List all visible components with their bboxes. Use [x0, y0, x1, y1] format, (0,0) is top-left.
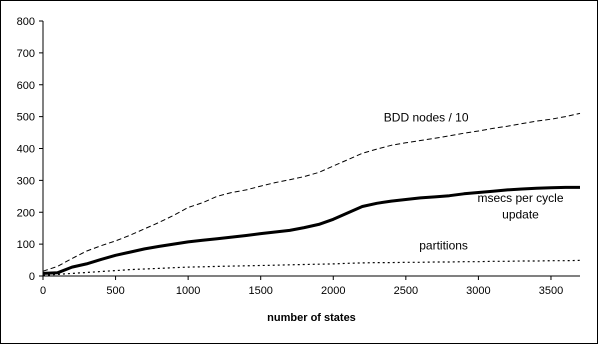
annotation-partitions: partitions	[419, 239, 468, 253]
series-layer	[42, 112, 581, 276]
y-tick-label: 600	[17, 80, 35, 92]
x-tick-label: 2500	[394, 285, 418, 297]
x-tick-label: 1500	[248, 285, 272, 297]
x-tick-label: 3000	[466, 285, 490, 297]
x-tick-label: 0	[40, 285, 46, 297]
series-line-2	[42, 259, 581, 276]
x-tick-label: 3500	[539, 285, 563, 297]
x-axis-label: number of states	[267, 312, 356, 324]
annotation-update: update	[502, 207, 539, 221]
series-line-1	[42, 185, 580, 275]
y-ticks: 0 100 200 300 400 500 600 700 800	[17, 16, 43, 283]
annotation-bdd-nodes: BDD nodes / 10	[384, 110, 469, 124]
x-tick-label: 2000	[321, 285, 345, 297]
annotations: BDD nodes / 10 msecs per cycle update pa…	[384, 110, 564, 252]
y-tick-label: 0	[29, 271, 35, 283]
y-tick-label: 500	[17, 112, 35, 124]
y-tick-label: 400	[17, 144, 35, 156]
y-tick-label: 200	[17, 207, 35, 219]
y-tick-label: 800	[17, 16, 35, 28]
series-line-0	[42, 112, 581, 272]
axes	[42, 21, 580, 277]
x-tick-label: 500	[106, 285, 124, 297]
x-tick-label: 1000	[176, 285, 200, 297]
x-ticks: 0 500 1000 1500 2000 2500 3000 3500	[40, 276, 563, 297]
annotation-msecs-per-cycle: msecs per cycle	[477, 191, 563, 205]
y-tick-label: 300	[17, 175, 35, 187]
y-tick-label: 100	[17, 239, 35, 251]
y-tick-label: 700	[17, 48, 35, 60]
